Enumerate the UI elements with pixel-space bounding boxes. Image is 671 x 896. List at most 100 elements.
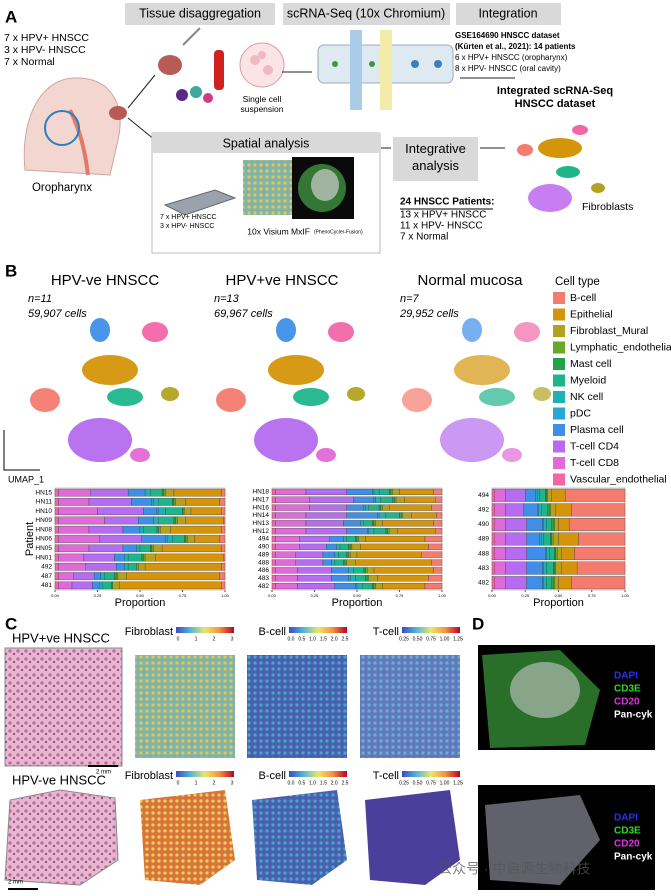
bar-segment [542, 517, 545, 531]
bar-segment [58, 516, 105, 525]
bar-segment [275, 551, 296, 558]
bar-segment [558, 517, 570, 531]
bar-segment [172, 498, 175, 506]
bar-segment [271, 535, 276, 543]
patient-label: 483 [478, 565, 489, 572]
bar-segment [58, 581, 73, 590]
bar-segment [546, 547, 550, 561]
enzyme-icon [176, 89, 188, 101]
spatial-cohort: 7 x HPV+ HNSCC [160, 214, 217, 221]
colorbar-tick: 1.5 [320, 780, 327, 786]
bar-segment [547, 488, 552, 502]
bar-segment [494, 561, 506, 575]
x-tick-label: 1.00 [438, 593, 447, 598]
bar-segment [104, 516, 139, 525]
spatial-title: Spatial analysis [223, 136, 310, 150]
bar-segment [526, 561, 543, 575]
bar-segment [93, 572, 102, 580]
bar-segment [309, 496, 354, 503]
bar-segment [271, 551, 276, 558]
bar-segment [365, 575, 368, 582]
legend-title: Cell type [555, 276, 600, 288]
legend-label: Myeloid [570, 374, 606, 386]
bar-segment [542, 576, 545, 590]
bar-segment [363, 567, 366, 574]
watermark: 公众号 · 中启源生物科技 [438, 861, 590, 877]
tube [214, 50, 224, 90]
bar-segment [404, 496, 436, 503]
bar-segment [373, 520, 376, 527]
patient-label: 489 [258, 551, 269, 558]
bar-segment [346, 488, 373, 495]
patient-label: HN05 [35, 545, 52, 552]
bar-segment [100, 572, 105, 580]
group-n: n=11 [28, 293, 52, 305]
bar-segment [353, 496, 375, 503]
bar-segment [221, 563, 226, 571]
bar-segment [538, 503, 542, 517]
bar-segment [339, 543, 349, 550]
integrated-label: Integrated scRNA-Seq HNSCC dataset [496, 85, 614, 110]
umap-cluster [30, 388, 60, 412]
legend-label: Fibroblast_Mural [570, 325, 648, 337]
colorbar [176, 627, 234, 633]
bar-segment [494, 576, 506, 590]
bar-segment [119, 581, 222, 590]
bar-segment [346, 535, 356, 543]
bar-segment [173, 488, 222, 497]
bar-segment [385, 512, 400, 519]
dataset-line: 8 x HPV- HNSCC (oral cavity) [455, 64, 561, 73]
bar-segment [58, 535, 100, 543]
bar-segment [557, 547, 562, 561]
bar-segment [363, 504, 366, 511]
bar-segment [372, 520, 375, 527]
bar-segment [58, 572, 74, 580]
bar-segment [54, 516, 59, 525]
bar-segment [375, 583, 383, 590]
bar-segment [275, 488, 307, 495]
bar-segment [160, 525, 171, 534]
bar-segment [156, 507, 159, 515]
colorbar-tick: 1 [195, 636, 198, 642]
bar-segment [221, 581, 226, 590]
bar-segment [336, 543, 341, 550]
bar-segment [346, 559, 356, 566]
mini-umap [517, 125, 605, 212]
patient-label: 481 [41, 582, 52, 589]
bar-segment [182, 507, 185, 515]
bar-segment [329, 535, 344, 543]
bar-segment [194, 535, 221, 543]
bar-segment [375, 496, 381, 503]
colorbar-tick: 0 [177, 780, 180, 786]
bar-segment [172, 535, 185, 543]
patient-label: HN16 [252, 504, 269, 511]
patient-label: HN14 [252, 512, 269, 519]
tissue-icon [158, 55, 182, 75]
colorbar-tick: 0 [177, 636, 180, 642]
bar-segment [360, 543, 429, 550]
bar-segment [350, 543, 353, 550]
bar-segment [88, 525, 124, 534]
bar-segment [221, 544, 226, 553]
bar-segment [356, 583, 363, 590]
x-tick-label: 1.00 [221, 593, 230, 598]
bar-segment [138, 516, 154, 525]
bar-segment [122, 525, 141, 534]
legend-swatch [553, 424, 565, 436]
bar-segment [494, 503, 506, 517]
bar-segment [541, 503, 549, 517]
fibroblasts-label: Fibroblasts [582, 201, 633, 213]
patient-label: HN17 [252, 496, 269, 503]
spatial-header [152, 133, 380, 153]
bar-segment [305, 512, 347, 519]
group-n: n=13 [214, 293, 240, 305]
legend-label: Lymphatic_endothelial [570, 341, 671, 353]
bar-segment [305, 488, 347, 495]
umap-cluster [268, 355, 324, 385]
bar-segment [71, 581, 93, 590]
patient-label: 492 [478, 507, 489, 514]
head-icon [23, 77, 121, 176]
bar-segment [494, 488, 506, 502]
bar-segment [387, 528, 390, 535]
